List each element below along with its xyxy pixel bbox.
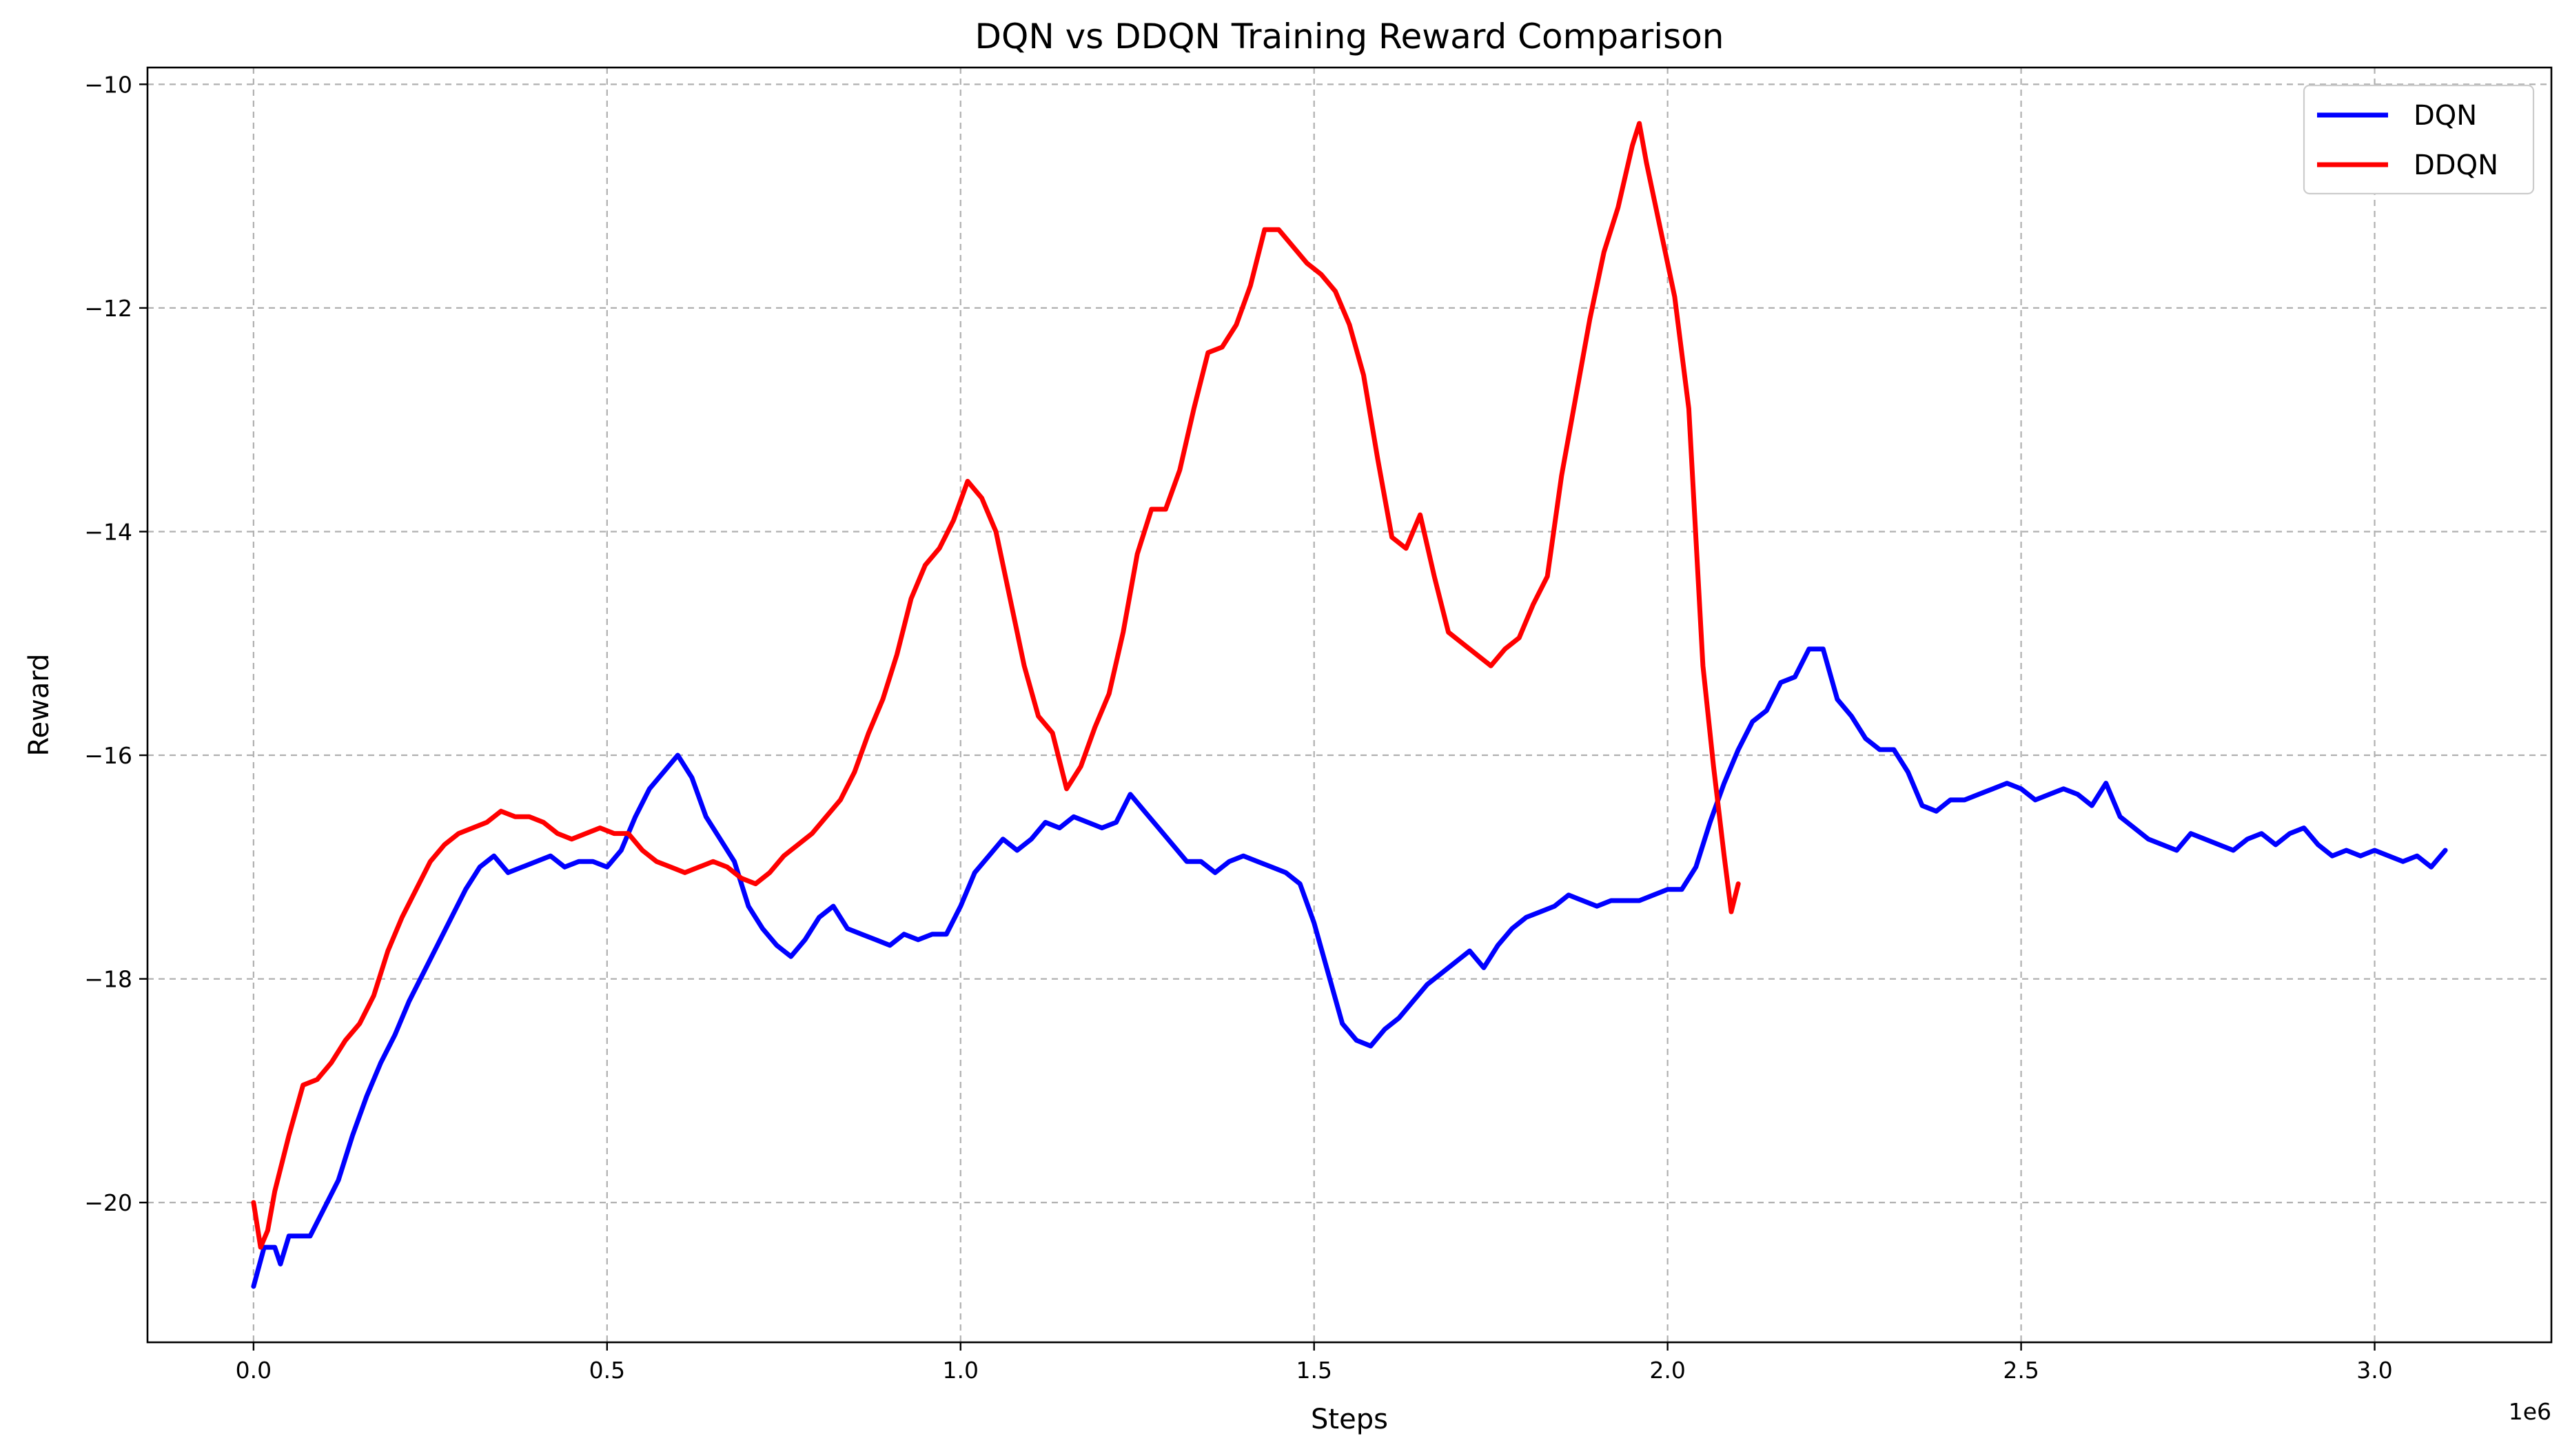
grid	[147, 68, 2551, 1342]
plot-frame	[146, 66, 2553, 1344]
y-tick-label: −20	[84, 1189, 132, 1216]
x-tick-label: 1.0	[943, 1357, 979, 1384]
x-axis-label: Steps	[1311, 1404, 1388, 1435]
series-line-ddqn	[251, 121, 1741, 1250]
x-tick-label: 2.5	[2003, 1357, 2039, 1384]
legend-label-ddqn: DDQN	[2414, 150, 2498, 181]
y-tick-label: −14	[84, 518, 132, 545]
y-tick-label: −10	[84, 71, 132, 98]
y-axis-label: Reward	[23, 654, 55, 757]
y-tick-label: −16	[84, 742, 132, 769]
legend: DQN DDQN	[2303, 84, 2535, 195]
legend-label-dqn: DQN	[2414, 100, 2477, 132]
x-axis-offset-text: 1e6	[2509, 1398, 2551, 1425]
x-tick-label: 0.5	[589, 1357, 625, 1384]
y-tick-label: −12	[84, 295, 132, 322]
chart-title: DQN vs DDQN Training Reward Comparison	[975, 17, 1724, 57]
y-tick-label: −18	[84, 966, 132, 993]
axis-ticks: 0.0 0.5 1.0 1.5 2.0 2.5 3.0 −20 −18 −16 −14 −12 −10	[84, 71, 2392, 1384]
series-lines	[251, 121, 2448, 1289]
x-tick-label: 2.0	[1649, 1357, 1685, 1384]
x-tick-label: 1.5	[1296, 1357, 1332, 1384]
x-tick-label: 3.0	[2356, 1357, 2392, 1384]
series-line-dqn	[251, 646, 2448, 1289]
x-tick-label: 0.0	[236, 1357, 272, 1384]
